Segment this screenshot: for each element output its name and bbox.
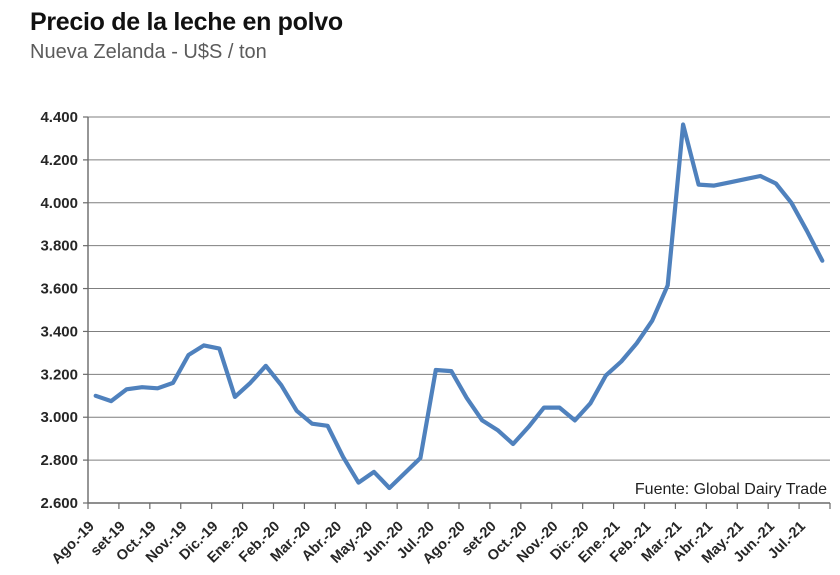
y-axis: 2.600 2.800 3.000 3.200 3.400 3.600 3.800 4.000… bbox=[40, 109, 89, 512]
chart-header: Precio de la leche en polvo Nueva Zeland… bbox=[30, 8, 810, 63]
y-tick-label: 2.600 bbox=[40, 495, 78, 512]
y-tick-label: 3.600 bbox=[40, 281, 78, 298]
y-tick-label: 4.400 bbox=[40, 109, 78, 126]
y-tick-label: 3.800 bbox=[40, 238, 78, 255]
gridlines bbox=[88, 116, 830, 461]
y-tick-label: 4.000 bbox=[40, 195, 78, 212]
price-line-series bbox=[93, 122, 825, 491]
y-tick-label: 3.400 bbox=[40, 323, 78, 340]
chart-subtitle: Nueva Zelanda - U$S / ton bbox=[30, 40, 267, 63]
y-tick-label: 2.800 bbox=[40, 452, 78, 469]
x-axis: Ago.-19set-19Oct.-19Nov.-19Dic.-19Ene.-2… bbox=[49, 502, 831, 568]
y-tick-label: 3.000 bbox=[40, 409, 78, 426]
chart-title: Precio de la leche en polvo bbox=[30, 8, 343, 36]
y-tick-label: 3.200 bbox=[40, 366, 78, 383]
x-tick-label: Ago.-19 bbox=[49, 519, 98, 568]
source-note: Fuente: Global Dairy Trade bbox=[635, 481, 827, 498]
y-tick-label: 4.200 bbox=[40, 152, 78, 169]
